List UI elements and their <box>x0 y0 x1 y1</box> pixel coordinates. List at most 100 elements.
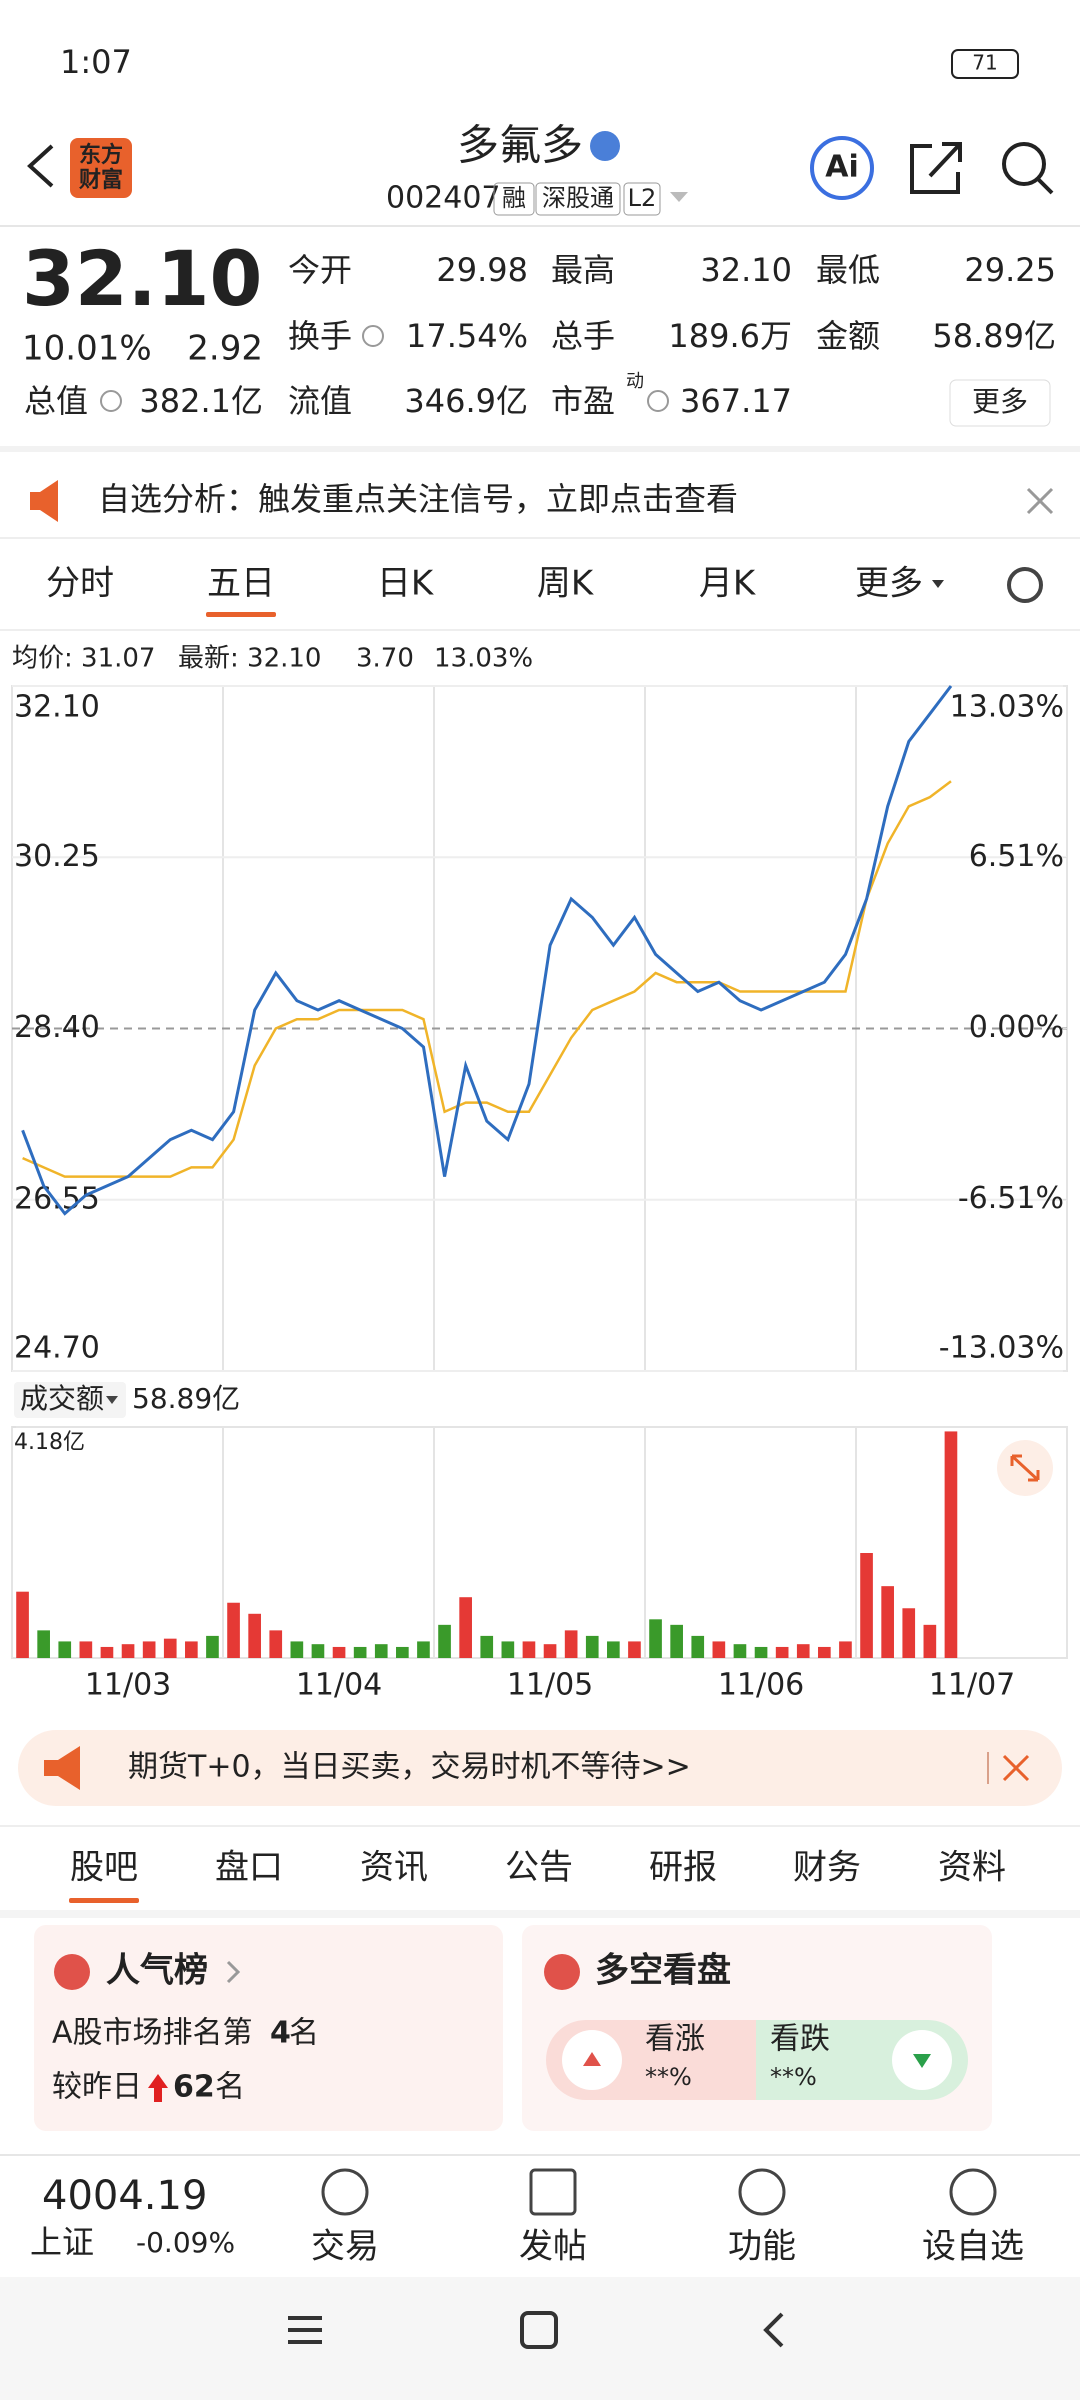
volume-bar <box>480 1635 494 1658</box>
card-title: 多空看盘 <box>595 1951 731 1991</box>
tab: 分时 <box>46 564 114 604</box>
close-icon[interactable] <box>1026 487 1054 515</box>
logo <box>70 138 132 198</box>
chart-info: 均价: 31.07 <box>12 644 155 674</box>
nav-label: 功能 <box>728 2227 796 2267</box>
index-value: 4004.19 <box>42 2173 207 2219</box>
info-icon <box>100 390 122 412</box>
news-close[interactable] <box>1002 1754 1030 1782</box>
volume-total: 58.89亿 <box>132 1382 240 1415</box>
settings-icon[interactable] <box>1007 567 1043 603</box>
volume-bar <box>818 1646 831 1658</box>
volume-bar <box>290 1641 304 1658</box>
chart-info: 3.70 <box>356 644 414 674</box>
volume-bar <box>754 1646 768 1658</box>
change-prefix: 较昨日 <box>52 2070 142 2105</box>
tab: 月K <box>699 564 757 604</box>
tab-underline <box>206 612 276 617</box>
bull-fill <box>700 2020 756 2100</box>
tab-underline <box>69 1898 139 1903</box>
nav-icon[interactable] <box>949 2168 997 2216</box>
chart-info: 最新: 32.10 <box>178 644 321 674</box>
field-value: 29.98 <box>436 251 528 289</box>
volume-bar <box>353 1646 367 1658</box>
change-suffix: 名 <box>215 2070 245 2105</box>
nav-icon[interactable] <box>738 2168 786 2216</box>
nav-icon[interactable] <box>321 2168 369 2216</box>
rank-prefix: A股市场排名第 <box>52 2016 253 2051</box>
volume-bar <box>902 1608 916 1658</box>
x-tick-label: 11/07 <box>929 1668 1015 1703</box>
change: 2.92 <box>187 329 263 369</box>
tab: 五日 <box>207 564 275 604</box>
bear-label: 看跌 <box>770 2022 830 2057</box>
volume-bar <box>16 1591 29 1658</box>
average-line <box>22 780 952 1178</box>
volume-bar <box>332 1646 346 1658</box>
field-value: 189.6万 <box>668 317 792 355</box>
more-button[interactable] <box>949 379 1051 427</box>
field-value: 346.9亿 <box>404 382 528 420</box>
separator <box>0 1910 1080 1918</box>
volume-bar <box>733 1644 747 1658</box>
volume-bar <box>121 1644 135 1658</box>
tag-box <box>623 182 661 216</box>
volume-bar <box>564 1630 578 1658</box>
field-value: 32.10 <box>700 251 792 289</box>
tab: 资料 <box>938 1848 1006 1888</box>
price-line <box>21 685 953 1216</box>
stock-name: 多氟多 <box>457 121 583 170</box>
separator <box>0 446 1080 452</box>
chevron <box>226 1960 241 1984</box>
price: 32.10 <box>22 234 262 323</box>
stock-code: 002407 <box>386 181 501 216</box>
bear-fill <box>756 2020 812 2100</box>
volume-bar <box>37 1630 50 1658</box>
volume-bar <box>79 1641 93 1658</box>
y2-tick-label: 0.00% <box>969 1010 1064 1045</box>
field-label: 今开 <box>288 251 352 289</box>
volume-bar <box>374 1644 388 1658</box>
y-tick-label: 26.55 <box>14 1181 100 1216</box>
home-key[interactable] <box>520 2311 558 2349</box>
search-button[interactable] <box>1002 142 1046 186</box>
more-label: 更多 <box>972 385 1028 418</box>
y-tick-label: 24.70 <box>14 1331 100 1366</box>
tab: 周K <box>537 564 595 604</box>
ai-button[interactable] <box>810 136 874 200</box>
nav-icon[interactable] <box>529 2168 577 2216</box>
tab: 更多 <box>855 564 923 604</box>
tab: 股吧 <box>70 1848 138 1888</box>
popularity-icon <box>54 1954 90 1990</box>
system-nav <box>0 2277 1080 2400</box>
field-value: 29.25 <box>964 251 1056 289</box>
volume-bar <box>459 1597 472 1658</box>
field-label: 最低 <box>816 251 880 289</box>
info-icon <box>647 390 669 412</box>
back-key[interactable] <box>763 2312 784 2348</box>
y-tick-label: 28.40 <box>14 1010 100 1045</box>
battery-level: 71 <box>972 51 997 75</box>
vs-icon <box>544 1954 580 1990</box>
speaker-icon <box>30 480 58 522</box>
ai-label: Ai <box>825 150 859 185</box>
bull-triangle <box>583 2052 601 2066</box>
news-bar[interactable] <box>18 1730 1062 1806</box>
tab: 资讯 <box>360 1848 428 1888</box>
volume-bar <box>607 1641 620 1658</box>
popularity-card[interactable] <box>34 1925 503 2131</box>
volume-bar <box>417 1641 430 1658</box>
field-label: 市盈 <box>551 382 615 420</box>
share-button[interactable] <box>910 142 962 194</box>
expand-icon <box>1010 1454 1040 1482</box>
volume-bar <box>58 1641 72 1658</box>
menu-key[interactable] <box>288 2316 322 2344</box>
dropdown <box>670 192 688 202</box>
x-tick-label: 11/03 <box>85 1668 171 1703</box>
y2-tick-label: 13.03% <box>950 690 1064 725</box>
volume-bar <box>712 1641 726 1658</box>
volume-bar <box>944 1431 958 1658</box>
back-button[interactable] <box>27 144 54 188</box>
tab: 公告 <box>505 1848 573 1888</box>
field-value: 382.1亿 <box>139 382 263 420</box>
